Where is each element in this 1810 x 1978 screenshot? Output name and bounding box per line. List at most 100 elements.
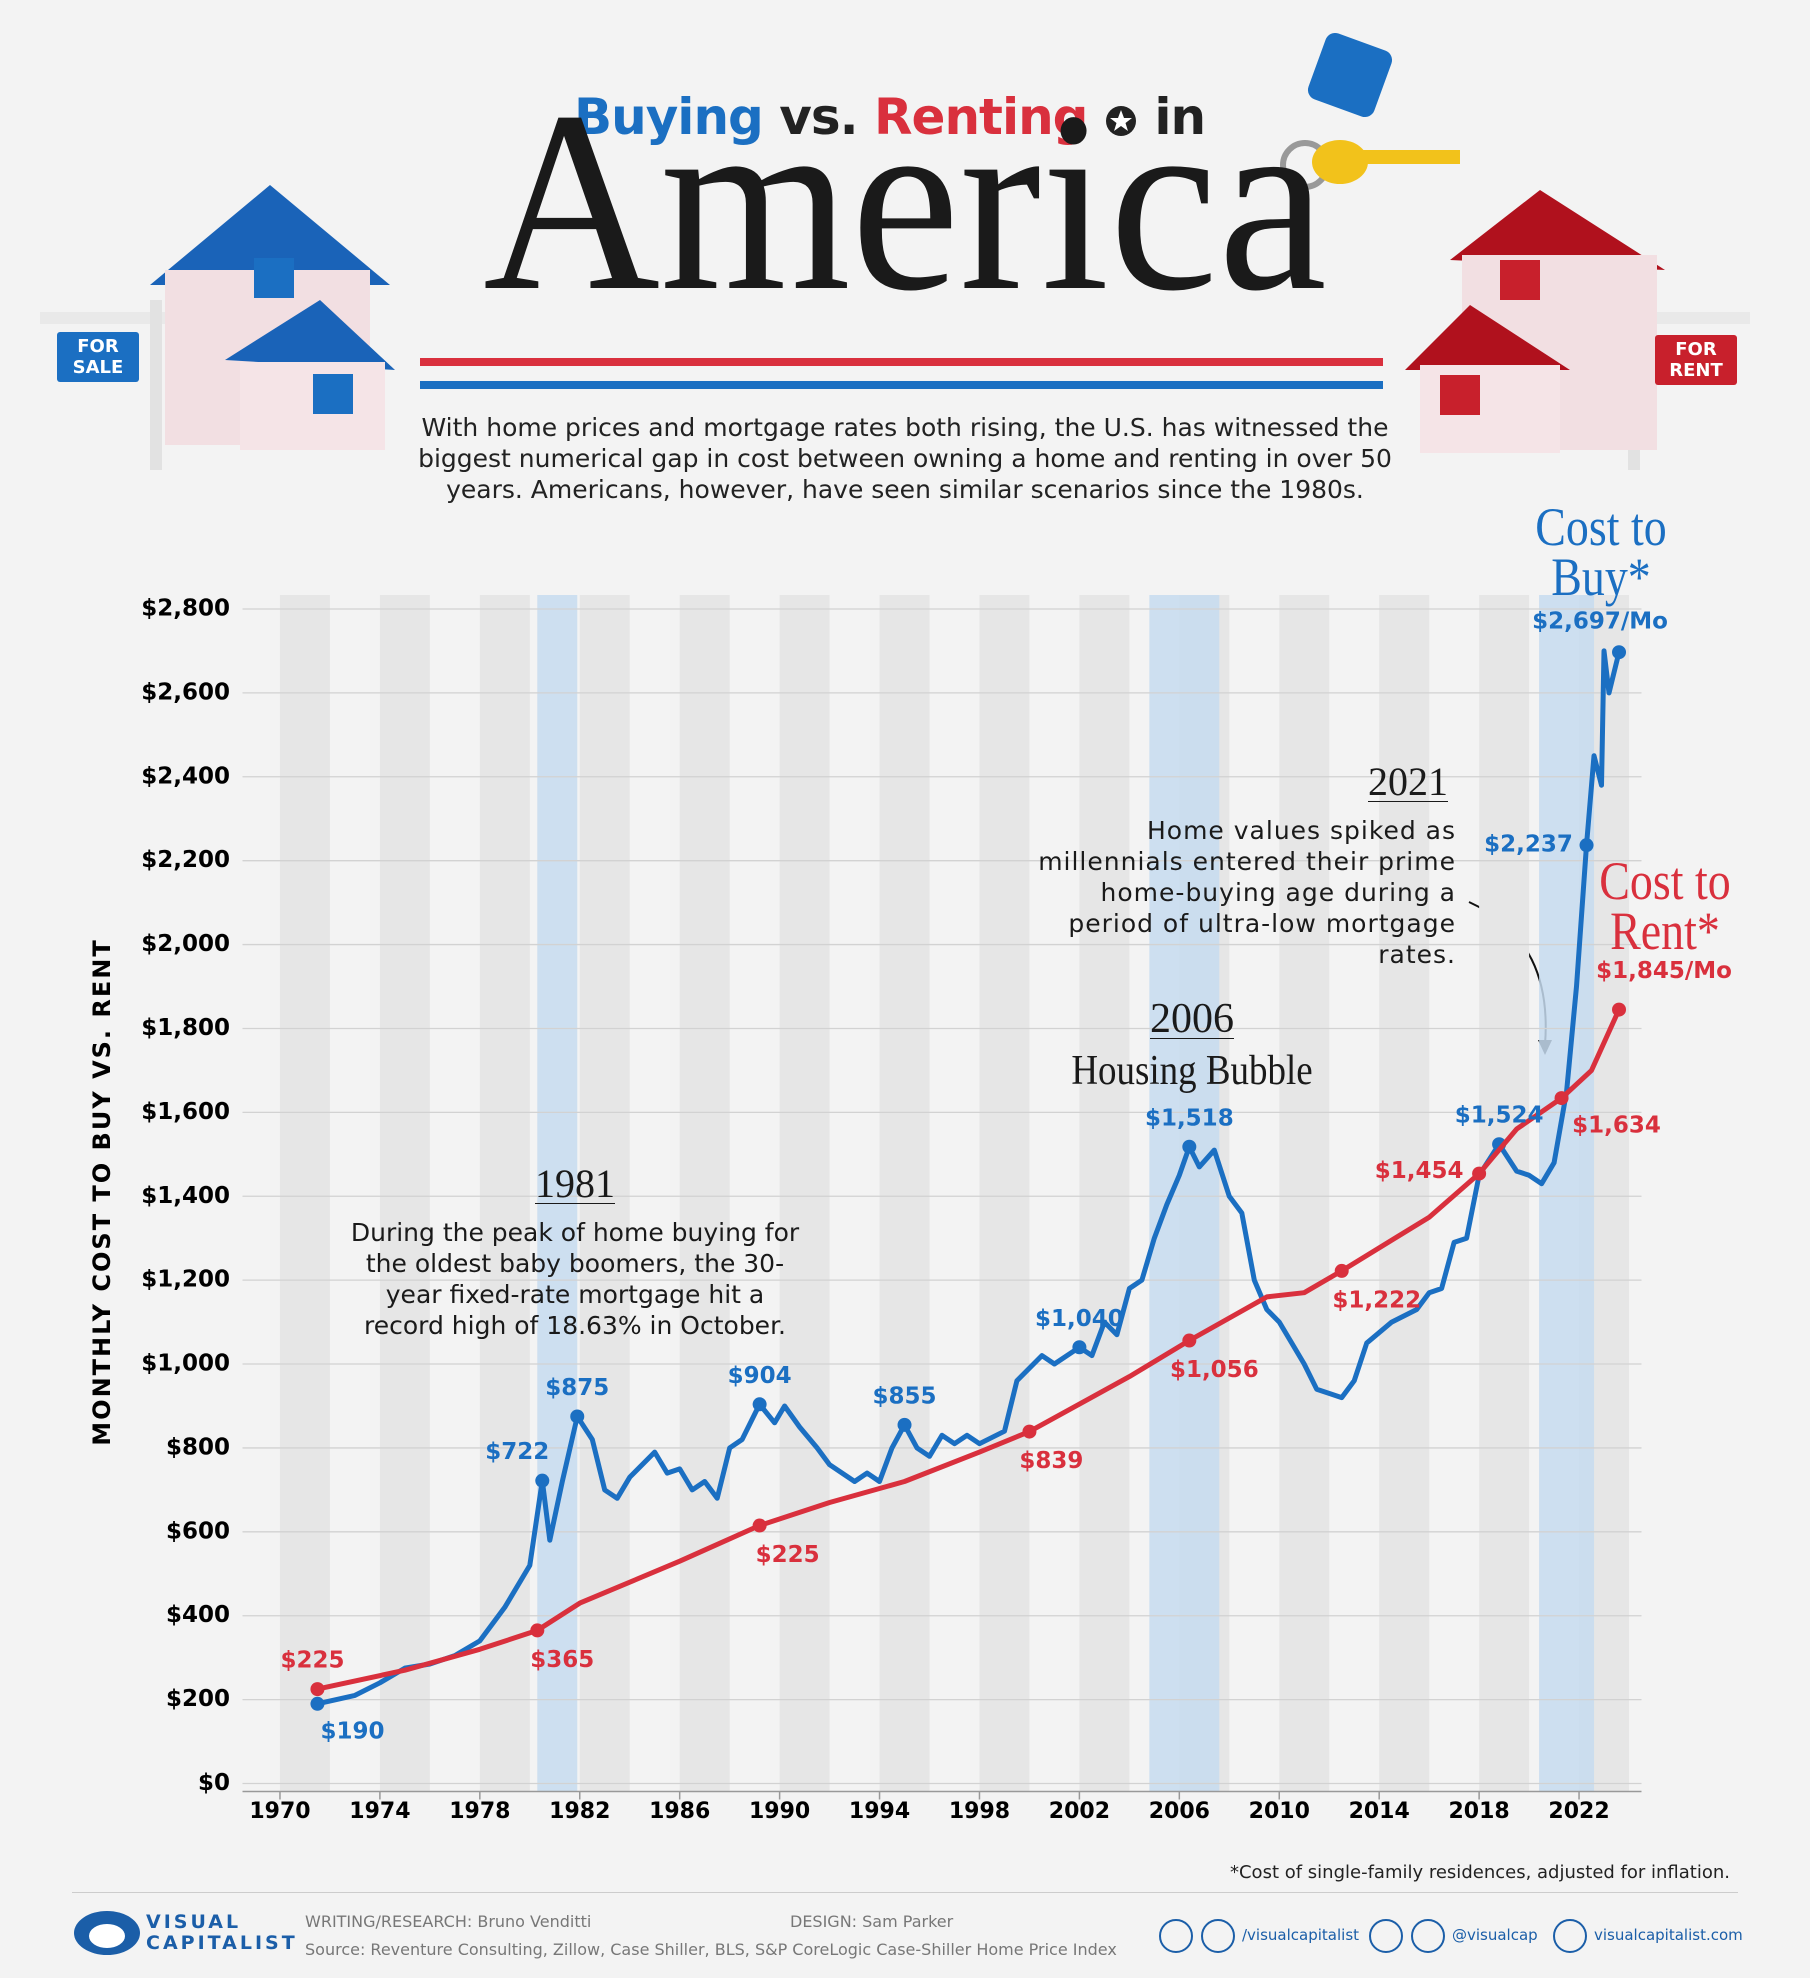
x-tick-label: 2002 — [1049, 1799, 1110, 1824]
x-tick-label: 1970 — [249, 1799, 310, 1824]
x-tick-label: 1998 — [949, 1799, 1010, 1824]
x-tick-label: 1986 — [649, 1799, 710, 1824]
point — [1182, 1139, 1197, 1154]
point — [310, 1682, 325, 1697]
stripe — [1379, 595, 1430, 1792]
x-tick-label: 1978 — [449, 1799, 510, 1824]
footer-rule — [72, 1892, 1738, 1893]
annotation-text: Home values spiked as millennials entere… — [1038, 816, 1456, 969]
annotation-text: Housing Bubble — [1071, 1048, 1313, 1094]
value-label: $722 — [485, 1439, 549, 1465]
point — [1579, 838, 1594, 853]
value-label: $855 — [873, 1383, 937, 1409]
title-renting: Renting — [874, 88, 1088, 146]
point — [1612, 1002, 1627, 1017]
point — [752, 1518, 767, 1533]
point — [530, 1623, 545, 1638]
value-label: $2,237 — [1484, 832, 1573, 858]
value-label: $1,454 — [1375, 1158, 1464, 1184]
x-tick-label: 1982 — [549, 1799, 610, 1824]
keys-icon — [1280, 32, 1460, 190]
value-label: $1,518 — [1145, 1105, 1234, 1131]
series-line — [316, 648, 1622, 1707]
y-tick-label: $200 — [166, 1686, 230, 1712]
logo-text: VISUAL — [146, 1911, 242, 1933]
social-icons — [1159, 1919, 1587, 1953]
series-line — [316, 1008, 1622, 1692]
grid-layer — [242, 608, 1642, 1800]
annotation-1981: 1981 During the peak of home buying for … — [350, 1160, 800, 1341]
red-stripe — [420, 358, 1383, 366]
stripe — [279, 595, 330, 1792]
y-tick-label: $1,800 — [141, 1015, 230, 1041]
y-tick-label: $1,200 — [141, 1267, 230, 1293]
sale-house — [40, 185, 395, 470]
y-tick-label: $600 — [166, 1518, 230, 1544]
social-link[interactable]: /visualcapitalist — [1242, 1926, 1360, 1944]
y-tick-label: $2,600 — [141, 679, 230, 705]
point — [1472, 1166, 1487, 1181]
point — [1334, 1263, 1349, 1278]
highlight-band — [1539, 595, 1595, 1792]
value-label: $2,697/Mo — [1532, 609, 1668, 635]
x-tick-label: 2018 — [1448, 1799, 1509, 1824]
social-link[interactable]: @visualcap — [1452, 1926, 1538, 1944]
logo-icon — [74, 1911, 140, 1955]
stripe — [1479, 595, 1530, 1792]
point — [570, 1409, 585, 1424]
x-tick-label: 1990 — [749, 1799, 810, 1824]
logo: VISUAL CAPITALIST — [146, 1912, 298, 1954]
title-main: America — [483, 58, 1327, 344]
value-label: $190 — [320, 1718, 384, 1744]
legend-buy: Cost to Buy* — [1535, 497, 1667, 607]
source: Source: Reventure Consulting, Zillow, Ca… — [305, 1940, 1117, 1959]
highlight-band — [537, 595, 578, 1792]
point — [1612, 645, 1627, 660]
stripe — [479, 595, 530, 1792]
x-tick-label: 2006 — [1149, 1799, 1210, 1824]
y-tick-label: $2,200 — [141, 847, 230, 873]
point — [897, 1417, 912, 1432]
point — [1554, 1091, 1569, 1106]
legend-rent: Cost to Rent* — [1599, 851, 1731, 961]
blue-stripe — [420, 381, 1383, 389]
stripe — [679, 595, 730, 1792]
stripe — [1279, 595, 1330, 1792]
logo-text: CAPITALIST — [146, 1932, 298, 1954]
value-label: $225 — [756, 1542, 820, 1568]
y-tick-label: $2,000 — [141, 931, 230, 957]
subtitle: With home prices and mortgage rates both… — [418, 413, 1392, 504]
point — [1022, 1424, 1037, 1439]
annotation-text: During the peak of home buying for the o… — [350, 1218, 800, 1340]
y-tick-label: $800 — [166, 1434, 230, 1460]
y-tick-label: $1,600 — [141, 1099, 230, 1125]
annotation-title: 1981 — [535, 1161, 615, 1206]
stripe — [979, 595, 1030, 1792]
y-tick-label: $400 — [166, 1602, 230, 1628]
labels-layer: $0 $200 $400 $600 $800 $1,000 $1,200 $1,400 $1,6… — [141, 596, 1732, 1825]
x-tick-label: 1974 — [349, 1799, 410, 1824]
value-label: $1,634 — [1572, 1113, 1661, 1139]
stripe — [379, 595, 430, 1792]
lines-layer — [310, 645, 1627, 1711]
annotation-title: 2006 — [1150, 996, 1234, 1042]
highlight-band — [1149, 595, 1220, 1792]
value-label: $1,056 — [1170, 1357, 1259, 1383]
y-tick-label: $0 — [198, 1770, 230, 1796]
sale-sign: FOR SALE — [72, 336, 124, 378]
value-label: $365 — [530, 1647, 594, 1673]
title-buying: Buying — [574, 88, 764, 146]
social-link[interactable]: visualcapitalist.com — [1594, 1926, 1743, 1944]
point — [752, 1397, 767, 1412]
stripe — [879, 595, 930, 1792]
research-credit: WRITING/RESEARCH: Bruno Venditti — [305, 1912, 592, 1931]
point — [1072, 1340, 1087, 1355]
point — [535, 1473, 550, 1488]
point — [310, 1696, 325, 1711]
title-row: Buying vs. Renting in — [574, 88, 1206, 146]
point — [1182, 1333, 1197, 1348]
annotation-2006: 2006 Housing Bubble — [1042, 995, 1342, 1095]
title-in: in — [1154, 88, 1206, 146]
value-label: $1,040 — [1035, 1306, 1124, 1332]
